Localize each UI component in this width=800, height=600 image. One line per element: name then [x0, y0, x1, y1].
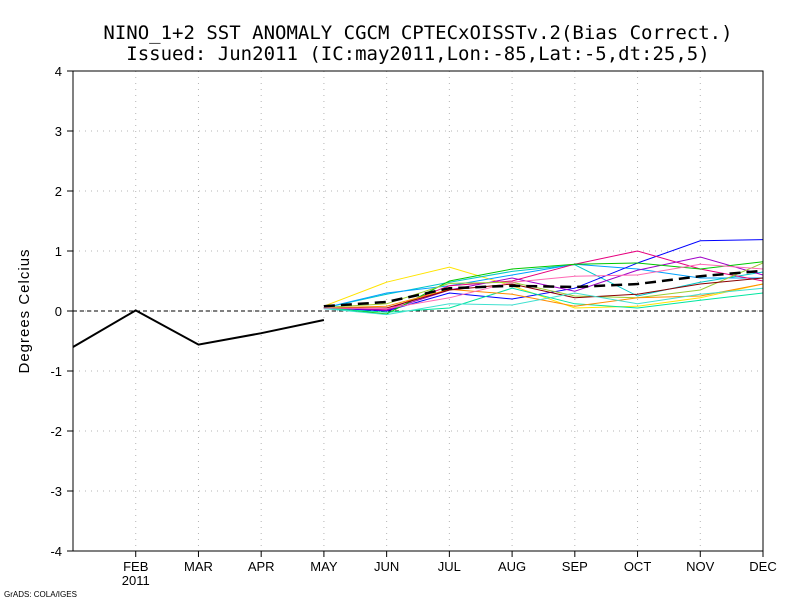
y-tick-label: -1: [50, 364, 62, 379]
ensemble-member-9-line: [323, 287, 764, 313]
y-tick-labels: -4 -3 -2 -1 0 1 2 3 4: [50, 64, 73, 559]
ensemble-member-11-line: [323, 277, 764, 309]
x-tick-label: AUG: [498, 559, 526, 574]
x-tick-label: NOV: [686, 559, 715, 574]
y-axis-label: Degrees Celcius: [16, 248, 33, 373]
ensemble-member-3-line: [323, 263, 763, 309]
ensemble-mean-series: [323, 269, 764, 308]
x-tick-labels: FEB MAR APR MAY JUN JUL AUG SEP OCT NOV DEC: [123, 551, 777, 574]
ensemble-member-1-line: [323, 266, 764, 309]
ensemble-mean-line: [323, 269, 764, 308]
x-year-label: 2011: [122, 573, 150, 588]
ensemble-member-12-line: [323, 287, 764, 316]
y-tick-label: 0: [55, 304, 62, 319]
ensemble-members: [323, 239, 764, 316]
observed-series: [72, 309, 325, 348]
chart-title: NINO_1+2 SST ANOMALY CGCM CPTECxOISSTv.2…: [103, 22, 732, 44]
x-tick-label: MAR: [184, 559, 213, 574]
ensemble-member-13-line: [323, 263, 764, 310]
y-tick-label: -4: [50, 544, 62, 559]
y-tick-label: 2: [55, 184, 62, 199]
grads-credit: GrADS: COLA/IGES: [4, 590, 77, 599]
x-tick-label: SEP: [562, 559, 588, 574]
chart-subtitle: Issued: Jun2011 (IC:may2011,Lon:-85,Lat:…: [126, 43, 709, 65]
y-tick-label: -2: [50, 424, 62, 439]
x-tick-label: OCT: [624, 559, 652, 574]
y-tick-label: -3: [50, 484, 62, 499]
y-tick-label: 4: [55, 64, 62, 79]
y-tick-label: 1: [55, 244, 62, 259]
x-tick-label: JUL: [438, 559, 461, 574]
y-tick-label: 3: [55, 124, 62, 139]
ensemble-member-7-line: [323, 261, 764, 315]
x-tick-label: DEC: [749, 559, 776, 574]
x-tick-label: JUN: [374, 559, 399, 574]
observed-line: [72, 309, 325, 348]
x-tick-label: MAY: [310, 559, 338, 574]
x-tick-label: APR: [248, 559, 275, 574]
x-tick-label: FEB: [123, 559, 148, 574]
